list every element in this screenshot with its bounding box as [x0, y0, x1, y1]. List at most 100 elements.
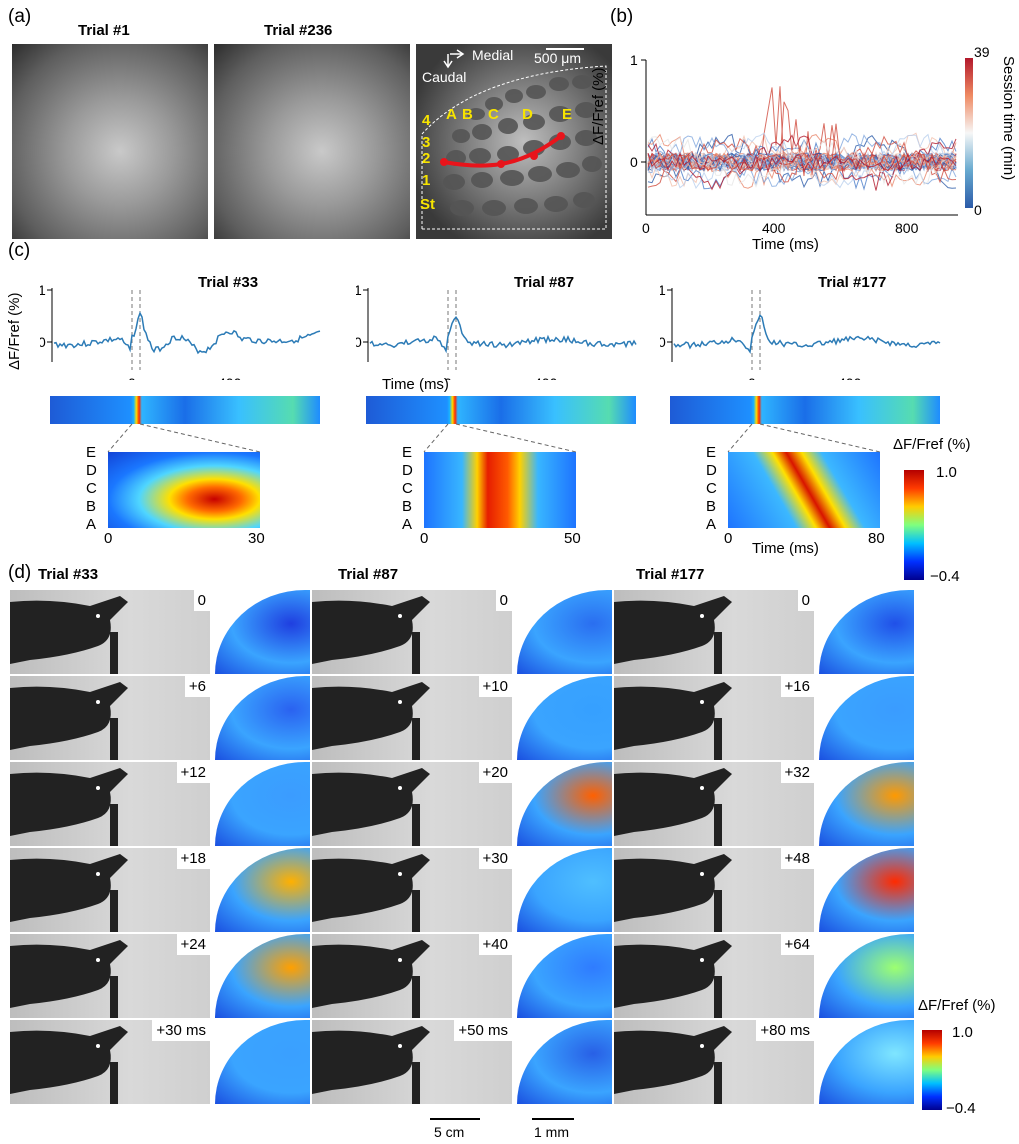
frame-cell: +20 [312, 762, 612, 846]
behavior-frame [10, 848, 210, 932]
xtick-0: 0 [128, 375, 136, 380]
frame-time-label: 0 [193, 590, 210, 611]
xtick-0: 0 [444, 375, 452, 380]
panel-b-xtick-0: 0 [642, 220, 650, 236]
zoom-xtick-0: 0 [104, 530, 113, 547]
frame-time-label: +24 [176, 934, 210, 955]
session-trace [647, 136, 957, 188]
panel-d-title-2: Trial #87 [338, 566, 399, 583]
zoom-row-label: A [86, 516, 97, 533]
behavior-frame [312, 590, 512, 674]
cortical-heatmap-frame [517, 762, 612, 846]
frame-cell: +6 [10, 676, 310, 760]
zoom-xtick-max: 30 [248, 530, 265, 547]
behavior-frame [312, 762, 512, 846]
cortical-heatmap-frame [819, 590, 914, 674]
cortical-heatmap-frame [215, 934, 310, 1018]
panel-d-label: (d) [8, 562, 32, 583]
frame-time-label: +32 [780, 762, 814, 783]
arc-label-e: E [562, 106, 573, 123]
zoom-row-label: E [706, 444, 717, 461]
frame-time-label: +30 ms [152, 1020, 210, 1041]
cortical-heatmap-frame [215, 1020, 310, 1104]
scale-bar-label: 500 μm [534, 50, 581, 66]
panel-a-title-2: Trial #236 [264, 22, 333, 39]
panel-c-ylabel: ΔF/Fref (%) [6, 292, 23, 370]
barrel-map-image: Medial 500 μm Caudal A B C D E 4 3 2 1 S… [416, 44, 612, 239]
panel-c-xlabel: Time (ms) [382, 376, 449, 393]
panel-c-cb-title: ΔF/Fref (%) [893, 436, 971, 453]
panel-b-ylabel: ΔF/Fref (%) [590, 67, 607, 145]
cortical-heatmap-frame [517, 1020, 612, 1104]
df-trace [53, 311, 321, 355]
panel-c-zoom-heatmap-3 [728, 452, 880, 528]
frame-cell: +32 [614, 762, 914, 846]
ytick-1: 1 [40, 282, 46, 298]
panel-c-heat-strip-3 [670, 396, 940, 424]
frame-time-label: +16 [780, 676, 814, 697]
zoom-row-label: B [706, 498, 717, 515]
panel-b-cb-min: 0 [974, 202, 982, 218]
arc-label-a: A [446, 106, 457, 123]
ytick-1: 1 [356, 282, 362, 298]
zoom-row-label: C [402, 480, 413, 497]
barrel-map-svg [416, 44, 612, 239]
panel-d-title-3: Trial #177 [636, 566, 705, 583]
frame-cell: +50 ms [312, 1020, 612, 1104]
arc-label-b: B [462, 106, 473, 123]
zoom-xlabel: Time (ms) [752, 540, 819, 557]
arc-label-c: C [488, 106, 499, 123]
scale-bar-mm-label: 1 mm [534, 1124, 569, 1140]
df-trace [673, 313, 941, 354]
panel-c-label: (c) [8, 240, 31, 261]
zoom-row-label: A [706, 516, 717, 533]
session-trace [647, 151, 957, 173]
panel-c-trial-title-3: Trial #177 [818, 274, 887, 291]
scale-bar-cm-label: 5 cm [434, 1124, 465, 1140]
panel-b-traces [647, 86, 957, 191]
panel-b-ytick-0: 0 [630, 154, 638, 170]
caudal-label: Caudal [422, 69, 467, 85]
frame-cell: 0 [312, 590, 612, 674]
zoom-row-label: D [86, 462, 97, 479]
frame-cell: +30 [312, 848, 612, 932]
behavior-frame [10, 676, 210, 760]
row-label-4: 4 [422, 112, 431, 129]
frame-cell: +10 [312, 676, 612, 760]
zoom-connector [423, 423, 577, 453]
cortical-heatmap-frame [215, 590, 310, 674]
panel-c-zoom-heatmap-1 [108, 452, 260, 528]
cortical-heatmap-frame [517, 848, 612, 932]
frame-cell: +12 [10, 762, 310, 846]
ytick-0: 0 [40, 334, 46, 350]
frame-cell: +30 ms [10, 1020, 310, 1104]
panel-b-chart: 1 0 0 400 800 [630, 52, 958, 236]
frame-cell: 0 [10, 590, 310, 674]
panel-a-label: (a) [8, 6, 32, 27]
zoom-row-label: C [86, 480, 97, 497]
panel-b-cb-label: Session time (min) [1000, 56, 1017, 181]
frame-time-label: +80 ms [756, 1020, 814, 1041]
zoom-row-label: D [706, 462, 717, 479]
frame-time-label: +20 [478, 762, 512, 783]
panel-c-heat-strip-2 [366, 396, 636, 424]
frame-cell: +24 [10, 934, 310, 1018]
zoom-xtick-0: 0 [724, 530, 733, 547]
behavior-frame [614, 762, 814, 846]
panel-c-trace-1: 1 0 0 400 [40, 282, 321, 380]
behavior-frame [614, 590, 814, 674]
panel-c-cb-max: 1.0 [936, 464, 957, 481]
panel-c-zoom-heatmap-2 [424, 452, 576, 528]
cortical-heatmap-frame [819, 1020, 914, 1104]
cortical-heatmap-frame [517, 590, 612, 674]
row-label-3: 3 [422, 134, 431, 151]
scale-bar-mm [532, 1118, 574, 1120]
frame-time-label: +50 ms [454, 1020, 512, 1041]
xtick-400: 400 [218, 375, 242, 380]
zoom-row-label: B [402, 498, 413, 515]
cortical-heatmap-frame [215, 848, 310, 932]
panel-c-trial-title-1: Trial #33 [198, 274, 259, 291]
ytick-0: 0 [660, 334, 666, 350]
frame-cell: 0 [614, 590, 914, 674]
cortical-heatmap-frame [517, 676, 612, 760]
